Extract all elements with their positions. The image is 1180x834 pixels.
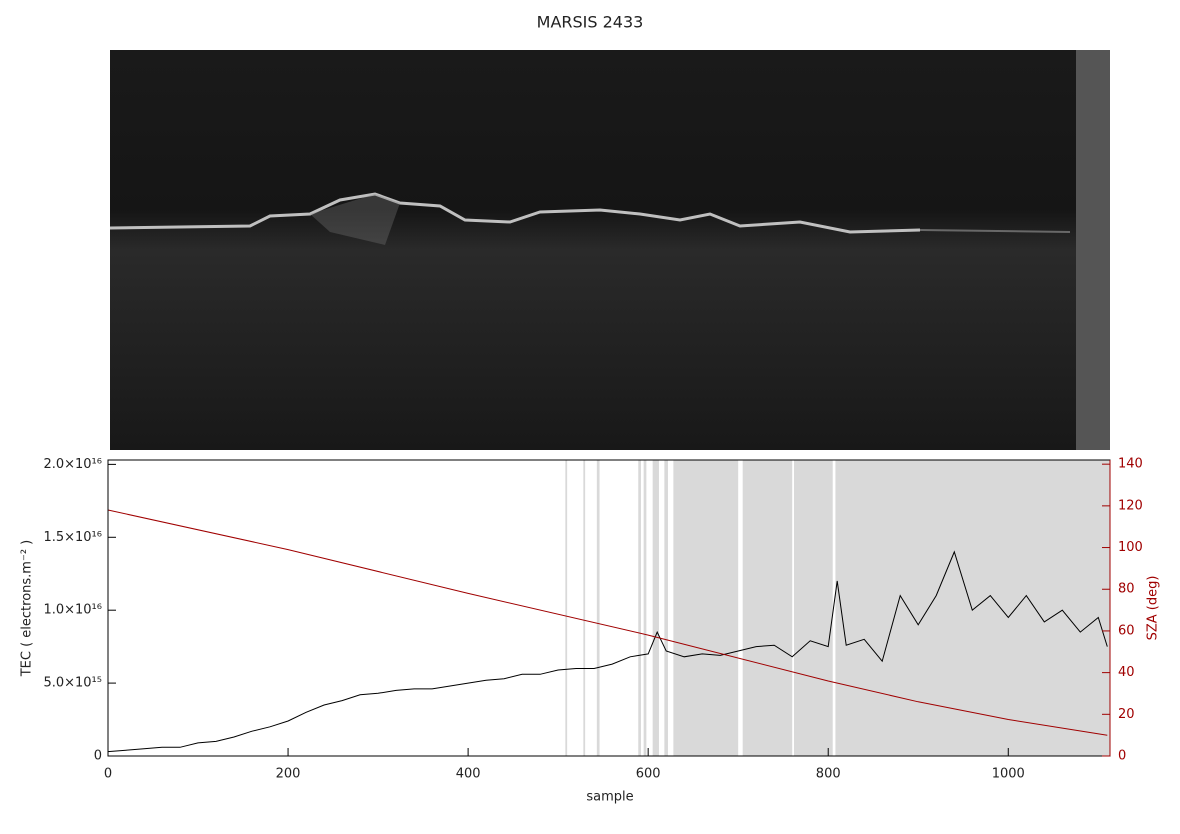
shaded-span xyxy=(742,460,793,756)
y2-tick-label: 0 xyxy=(1118,749,1126,764)
series-line xyxy=(107,509,1108,736)
radargram xyxy=(109,50,1110,450)
shaded-span xyxy=(583,460,586,756)
x-tick-label: 0 xyxy=(104,767,112,782)
y2-tick-label: 140 xyxy=(1118,457,1143,472)
shaded-span xyxy=(652,460,659,756)
x-tick-label: 1000 xyxy=(992,767,1025,782)
y-axis-label: TEC ( electrons.m⁻² ) xyxy=(20,540,35,678)
y-tick-label: 2.0×10¹⁶ xyxy=(43,457,102,472)
shaded-span xyxy=(643,460,647,756)
chart-title: MARSIS 2433 xyxy=(537,13,644,32)
shaded-span xyxy=(565,460,568,756)
shaded-span xyxy=(638,460,641,756)
y-tick-label: 0 xyxy=(94,749,102,764)
y2-axis-label: SZA (deg) xyxy=(1146,576,1161,641)
y-tick-label: 1.5×10¹⁶ xyxy=(43,530,102,545)
x-axis-label: sample xyxy=(586,790,633,805)
y-tick-label: 5.0×10¹⁵ xyxy=(43,676,102,691)
y2-tick-label: 120 xyxy=(1118,498,1143,513)
series-line xyxy=(107,550,1108,753)
y2-tick-label: 40 xyxy=(1118,665,1135,680)
x-tick-label: 200 xyxy=(276,767,301,782)
x-tick-label: 800 xyxy=(816,767,841,782)
x-tick-label: 400 xyxy=(456,767,481,782)
shaded-span xyxy=(835,460,1110,756)
y2-tick-label: 80 xyxy=(1118,582,1135,597)
shaded-span xyxy=(596,460,600,756)
y2-tick-label: 100 xyxy=(1118,540,1143,555)
shaded-span xyxy=(794,460,833,756)
y-tick-label: 1.0×10¹⁶ xyxy=(43,603,102,618)
x-tick-label: 600 xyxy=(636,767,661,782)
shaded-span xyxy=(673,460,739,756)
shaded-span xyxy=(664,460,668,756)
y2-tick-label: 20 xyxy=(1118,707,1135,722)
y2-tick-label: 60 xyxy=(1118,623,1135,638)
